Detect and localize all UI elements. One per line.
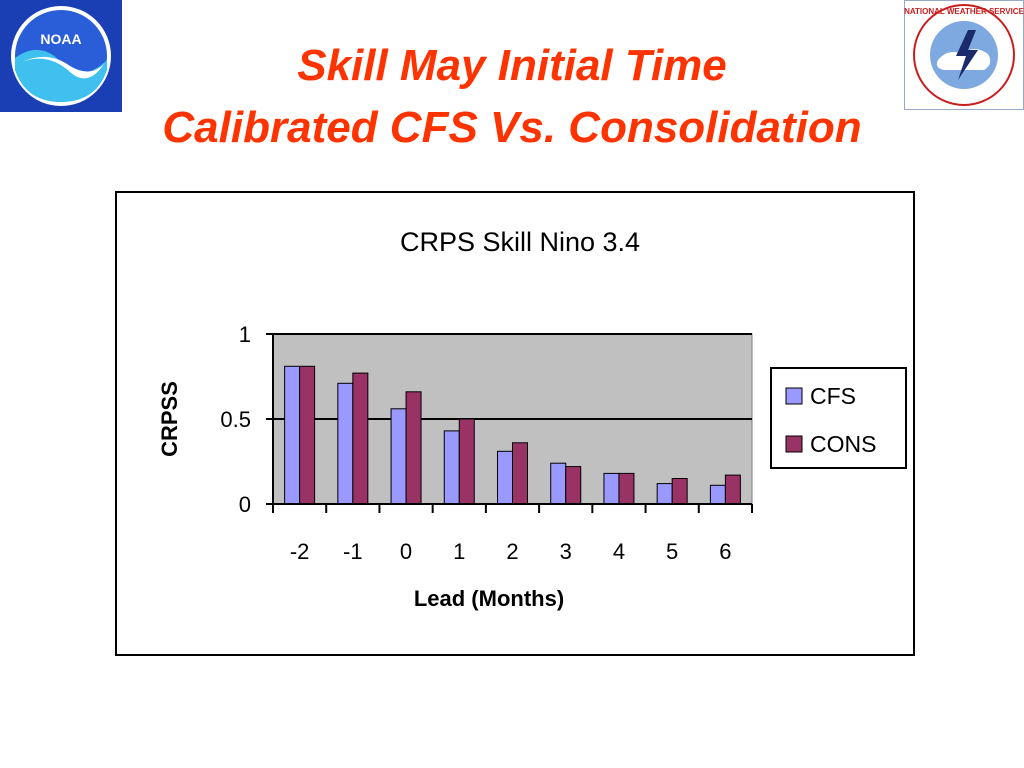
x-tick-label: 3 (560, 539, 572, 564)
bar-cfs-4 (603, 472, 620, 505)
bar-cfs-6 (709, 484, 726, 505)
x-tick-label: 6 (719, 539, 731, 564)
bar-cfs--2 (284, 365, 301, 505)
x-tick-label: 0 (400, 539, 412, 564)
y-tick-label: 1 (239, 322, 251, 347)
y-axis-label: CRPSS (157, 381, 182, 457)
x-tick-label: 1 (453, 539, 465, 564)
y-tick-label: 0.5 (220, 407, 251, 432)
x-tick-label: 2 (506, 539, 518, 564)
noaa-logo: NOAA (0, 0, 122, 112)
legend-swatch-cons (785, 435, 803, 453)
bar-cons-6 (724, 474, 741, 505)
slide-title-line-1: Skill May Initial Time (297, 41, 727, 90)
x-tick-label: -2 (290, 539, 310, 564)
bar-cfs--1 (337, 382, 354, 505)
chart-frame: CRPS Skill Nino 3.4 0 0.5 1 -2 -1 0 1 2 3 4 5 6 CRP… (115, 191, 915, 656)
legend-label-cfs: CFS (810, 383, 856, 409)
x-tick-label: 5 (666, 539, 678, 564)
legend-label-cons: CONS (810, 431, 876, 457)
bar-cfs-2 (497, 450, 513, 505)
noaa-logo-text: NOAA (40, 31, 81, 47)
x-tick-label: -1 (343, 539, 363, 564)
x-tick-label: 4 (613, 539, 625, 564)
nws-logo: NATIONAL WEATHER SERVICE (904, 0, 1024, 110)
bar-cfs-0 (390, 408, 407, 505)
slide-title-line-2: Calibrated CFS Vs. Consolidation (162, 103, 862, 152)
x-axis-label: Lead (Months) (414, 586, 564, 611)
legend-swatch-cfs (785, 387, 803, 405)
chart-title: CRPS Skill Nino 3.4 (400, 227, 640, 257)
bar-cons-5 (671, 478, 688, 505)
bar-cons-2 (512, 442, 528, 505)
bar-cons--1 (352, 372, 369, 505)
y-tick-label: 0 (239, 492, 251, 517)
bar-cfs-3 (550, 462, 567, 505)
bar-cfs-5 (656, 483, 673, 505)
legend: CFS CONS (770, 367, 907, 469)
bar-cons-1 (458, 418, 475, 505)
nws-logo-text: NATIONAL WEATHER SERVICE (904, 7, 1024, 16)
bar-cons-0 (405, 391, 422, 505)
crps-chart: CRPS Skill Nino 3.4 0 0.5 1 -2 -1 0 1 2 3 4 5 6 CRP… (157, 227, 907, 611)
bar-cons--2 (299, 365, 316, 505)
bar-cons-4 (618, 472, 635, 505)
bar-cons-3 (565, 466, 582, 505)
bar-cfs-1 (443, 430, 460, 505)
